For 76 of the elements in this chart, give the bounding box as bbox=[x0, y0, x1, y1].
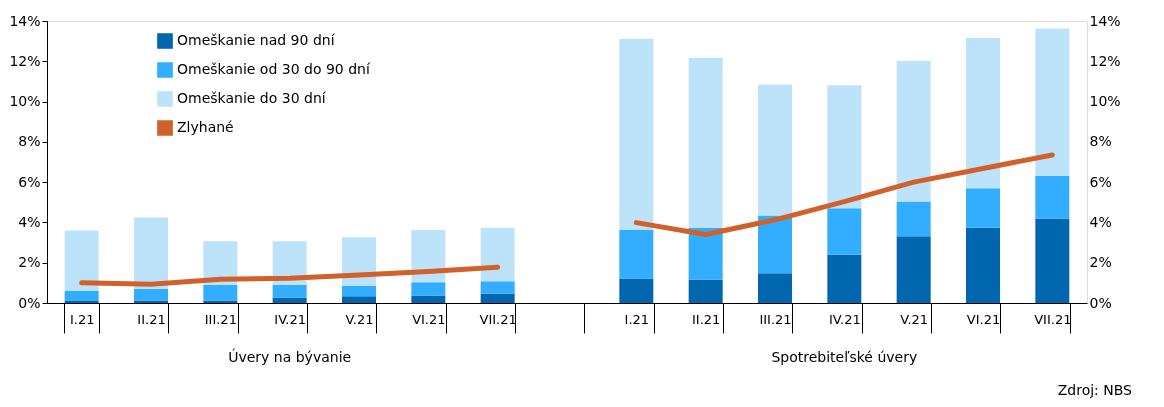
bar bbox=[619, 38, 654, 230]
bar bbox=[203, 284, 238, 301]
bar bbox=[342, 296, 376, 303]
x-tick-label: IV.21 bbox=[828, 311, 861, 327]
bar bbox=[896, 236, 931, 303]
bar bbox=[64, 230, 99, 291]
bar bbox=[896, 61, 931, 202]
y-tick-label: 8% bbox=[18, 133, 41, 150]
bar bbox=[619, 278, 654, 303]
y-tick-label: 4% bbox=[18, 213, 41, 230]
x-tick-label: I.21 bbox=[624, 311, 650, 327]
bar bbox=[1035, 28, 1070, 177]
x-tick-label: VI.21 bbox=[412, 311, 446, 327]
bar bbox=[134, 300, 168, 303]
bar bbox=[827, 254, 862, 303]
y-tick-label: 10% bbox=[9, 93, 41, 110]
x-tick-label: V.21 bbox=[900, 311, 929, 327]
y-tick-label: 14% bbox=[9, 12, 41, 29]
bar bbox=[688, 57, 723, 229]
x-tick-label: III.21 bbox=[204, 311, 237, 327]
bar bbox=[966, 37, 1000, 189]
bar bbox=[827, 208, 862, 255]
bar bbox=[480, 293, 515, 303]
x-tick-label: II.21 bbox=[137, 311, 166, 327]
y2-tick-label: 0% bbox=[1089, 294, 1112, 311]
x-tick-label: VII.21 bbox=[479, 311, 517, 327]
bar bbox=[966, 227, 1000, 303]
bar bbox=[272, 297, 307, 303]
y2-tick-label: 14% bbox=[1089, 12, 1121, 29]
bar bbox=[134, 288, 168, 301]
bar bbox=[966, 188, 1000, 228]
y-tick-label: 2% bbox=[18, 254, 41, 271]
text: Úvery na bývanie bbox=[228, 348, 352, 365]
bar bbox=[203, 241, 238, 285]
x-tick-label: V.21 bbox=[345, 311, 374, 327]
bar bbox=[758, 215, 792, 274]
y2-tick-label: 10% bbox=[1089, 93, 1121, 110]
x-tick-label: III.21 bbox=[759, 311, 792, 327]
bar bbox=[688, 279, 723, 303]
bar bbox=[272, 284, 307, 298]
y2-tick-label: 2% bbox=[1089, 254, 1112, 271]
bar bbox=[758, 273, 792, 303]
y-tick-label: 6% bbox=[18, 173, 41, 190]
bar bbox=[342, 285, 376, 297]
y2-tick-label: 12% bbox=[1089, 52, 1121, 69]
x-tick-label: VI.21 bbox=[966, 311, 1001, 327]
bar bbox=[411, 295, 446, 303]
legend-label: Zlyhané bbox=[177, 119, 234, 135]
y-tick-label: 0% bbox=[18, 294, 41, 311]
bar bbox=[480, 281, 515, 294]
x-tick-label: II.21 bbox=[691, 311, 721, 327]
bar bbox=[64, 290, 99, 301]
bar bbox=[411, 230, 446, 283]
bar bbox=[1035, 176, 1070, 219]
bar bbox=[827, 85, 862, 209]
bar bbox=[1035, 218, 1070, 303]
legend-label: Omeškanie do 30 dní bbox=[177, 90, 327, 106]
text: Spotrebiteľské úvery bbox=[771, 349, 918, 365]
y2-tick-label: 8% bbox=[1089, 133, 1112, 150]
bar bbox=[619, 229, 654, 279]
legend-label: Omeškanie nad 90 dní bbox=[177, 32, 336, 48]
x-tick-label: I.21 bbox=[69, 311, 95, 327]
x-tick-label: IV.21 bbox=[274, 311, 307, 327]
text: Zdroj: NBS bbox=[1057, 382, 1133, 398]
bar bbox=[64, 300, 99, 303]
bar bbox=[480, 227, 515, 282]
y-tick-label: 12% bbox=[9, 52, 41, 69]
bar bbox=[203, 300, 238, 303]
y2-tick-label: 4% bbox=[1089, 213, 1112, 230]
bar bbox=[411, 282, 446, 296]
legend-label: Omeškanie od 30 do 90 dní bbox=[177, 61, 371, 77]
bar bbox=[134, 217, 168, 289]
bar bbox=[896, 201, 931, 237]
x-tick-label: VII.21 bbox=[1034, 311, 1072, 327]
y2-tick-label: 6% bbox=[1089, 173, 1112, 190]
bar bbox=[758, 84, 792, 216]
